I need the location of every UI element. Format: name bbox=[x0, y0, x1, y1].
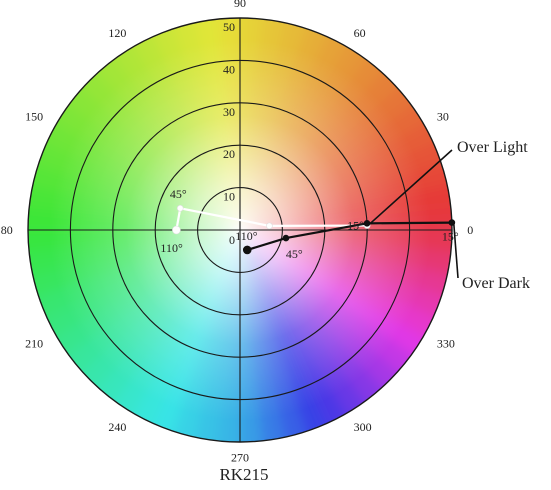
radial-tick-label: 30 bbox=[223, 105, 235, 119]
angle-tick-label: 330 bbox=[437, 337, 455, 351]
angle-tick-label: 150 bbox=[25, 109, 43, 123]
annotation-over-dark: Over Dark bbox=[462, 275, 530, 292]
leader-line bbox=[453, 224, 459, 279]
angle-tick-label: 0 bbox=[467, 223, 473, 237]
point-angle-label: 110° bbox=[235, 229, 258, 243]
radial-tick-label: 20 bbox=[223, 147, 235, 161]
color-wheel bbox=[28, 18, 452, 442]
series-point bbox=[172, 225, 181, 235]
series-point bbox=[448, 219, 456, 226]
series-layer bbox=[172, 204, 456, 255]
angle-tick-label: 180 bbox=[0, 223, 13, 237]
point-angle-label: 15° bbox=[347, 219, 364, 233]
point-angle-label: 15° bbox=[442, 230, 459, 244]
angle-tick-label: 90 bbox=[234, 0, 246, 10]
angle-tick-label: 210 bbox=[25, 337, 43, 351]
angle-tick-label: 240 bbox=[108, 420, 126, 434]
series-point bbox=[363, 220, 371, 227]
polar-grid bbox=[27, 17, 453, 443]
angle-tick-label: 300 bbox=[354, 420, 372, 434]
series-point bbox=[176, 204, 184, 212]
chart-title: RK215 bbox=[219, 465, 268, 484]
series-point bbox=[266, 222, 273, 230]
point-angle-label: 45° bbox=[170, 187, 187, 201]
radial-tick-label: 50 bbox=[223, 20, 235, 34]
annotation-over-light: Over Light bbox=[457, 139, 528, 156]
radial-tick-label: 10 bbox=[223, 190, 235, 204]
angle-tick-label: 270 bbox=[231, 450, 249, 464]
point-angle-label: 110° bbox=[160, 241, 183, 255]
angle-tick-label: 120 bbox=[108, 26, 126, 40]
leader-line bbox=[369, 149, 453, 225]
label-layer: 10 20 30 40 50 0 0 30 60 90 120 150 180 210 240 270 300 3… bbox=[0, 0, 530, 484]
angle-tick-label: 60 bbox=[354, 26, 366, 40]
point-angle-label: 45° bbox=[286, 247, 303, 261]
series-line bbox=[246, 221, 452, 251]
series-line bbox=[175, 206, 368, 231]
radial-zero-label: 0 bbox=[229, 233, 235, 247]
series-point bbox=[242, 245, 252, 255]
radial-tick-label: 40 bbox=[223, 62, 235, 76]
series-point bbox=[282, 234, 290, 242]
angle-tick-label: 30 bbox=[437, 109, 449, 123]
